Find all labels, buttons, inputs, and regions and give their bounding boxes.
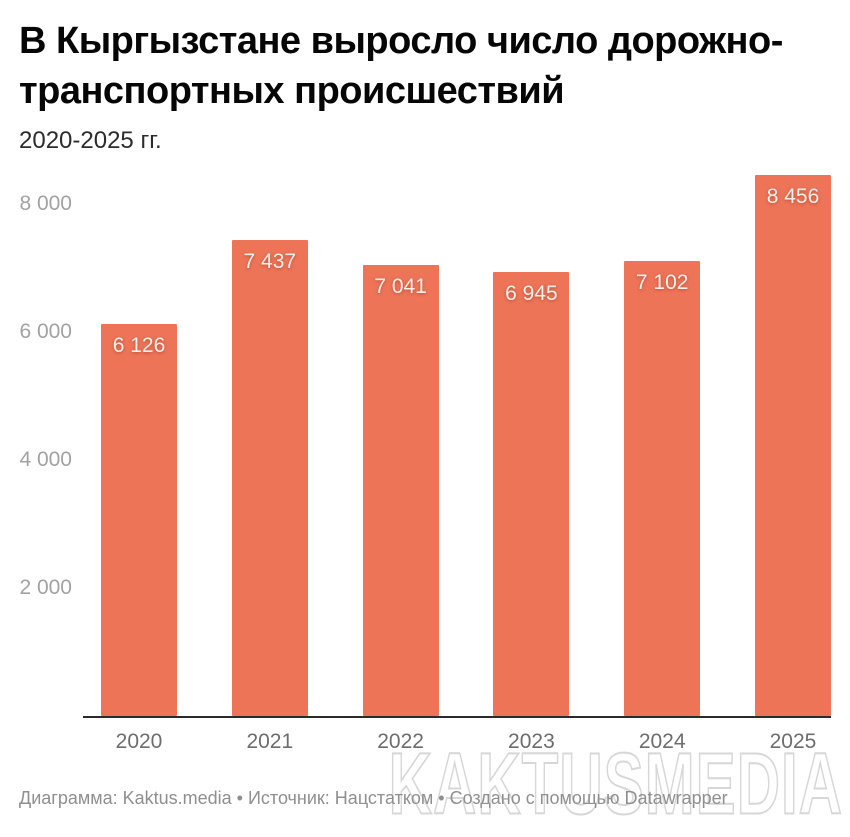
y-axis-tick-label-4000: 4 000 xyxy=(19,448,72,471)
x-axis-label-2024: 2024 xyxy=(638,730,686,753)
x-axis-labels: 2020 2021 2022 2023 2024 2025 xyxy=(83,730,831,754)
bar-value-label-2021: 7 437 xyxy=(243,250,297,274)
page-content: В Кыргызстане выросло число дорожно- тра… xyxy=(19,16,831,808)
y-axis-tick-label-2000: 2 000 xyxy=(19,576,72,599)
chart-subtitle: 2020-2025 гг. xyxy=(19,127,162,154)
x-axis-label-2023: 2023 xyxy=(508,730,555,753)
y-axis-tick-label-8000: 8 000 xyxy=(19,192,72,215)
bar-chart: 2 000 4 000 6 000 8 000 6 126 7 437 7 041 6 945… xyxy=(19,160,831,754)
y-axis-tick-label-6000: 6 000 xyxy=(19,320,72,343)
x-axis-baseline xyxy=(83,716,831,718)
x-axis-label-2021: 2021 xyxy=(246,730,294,753)
chart-title: В Кыргызстане выросло число дорожно- тра… xyxy=(19,16,831,116)
bar-2021: 7 437 xyxy=(231,240,308,716)
chart-title-line1: В Кыргызстане выросло число дорожно- xyxy=(19,20,783,62)
bar-value-label-2020: 6 126 xyxy=(112,333,166,357)
x-axis-label-2022: 2022 xyxy=(377,730,424,753)
x-axis-label-2020: 2020 xyxy=(115,730,163,753)
bar-value-label-2023: 6 945 xyxy=(505,281,558,305)
x-axis-label-2025: 2025 xyxy=(769,730,817,753)
bar-value-label-2024: 7 102 xyxy=(635,271,689,295)
plot-area: 2 000 4 000 6 000 8 000 6 126 7 437 7 041 6 945… xyxy=(19,160,831,716)
footer-credit: Диаграмма: Kaktus.media • Источник: Нацс… xyxy=(19,788,728,808)
bar-2024: 7 102 xyxy=(624,261,701,716)
bar-value-label-2025: 8 456 xyxy=(766,184,820,208)
bar-2022: 7 041 xyxy=(362,265,439,716)
bar-value-label-2022: 7 041 xyxy=(374,275,427,299)
chart-title-line2: транспортных происшествий xyxy=(19,70,565,112)
kaktusmedia-watermark: KAKTUSMEDIA xyxy=(388,734,843,833)
bar-2020: 6 126 xyxy=(101,323,177,716)
bar-2025: 8 456 xyxy=(754,174,831,716)
bar-2023: 6 945 xyxy=(493,271,570,716)
